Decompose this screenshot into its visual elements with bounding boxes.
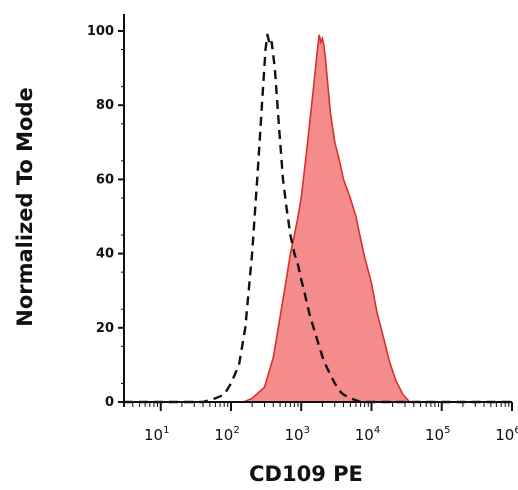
axes-layer [118,14,513,411]
y-tick-label: 20 [96,321,114,336]
y-tick-label: 40 [96,247,114,262]
x-axis-title: CD109 PE [249,462,363,486]
x-tick-label: 103 [285,425,310,444]
x-tick-label: 104 [355,425,380,444]
labels-layer: 0 20 40 60 80 100 101 102 103 104 105 106 [87,24,518,444]
series-layer [124,33,512,404]
x-tick-label: 106 [495,425,518,444]
y-axis-title: Normalized To Mode [13,87,37,327]
x-tick-label: 105 [425,425,450,444]
y-tick-label: 80 [96,98,114,113]
series-1-area [124,34,512,402]
series-1-outline [124,34,512,403]
y-tick-label: 60 [96,172,114,187]
x-tick-label: 102 [214,425,239,444]
y-tick-label: 100 [87,24,114,39]
y-tick-label: 0 [105,395,114,410]
x-tick-label: 101 [144,425,169,444]
series-0-line [124,33,512,404]
